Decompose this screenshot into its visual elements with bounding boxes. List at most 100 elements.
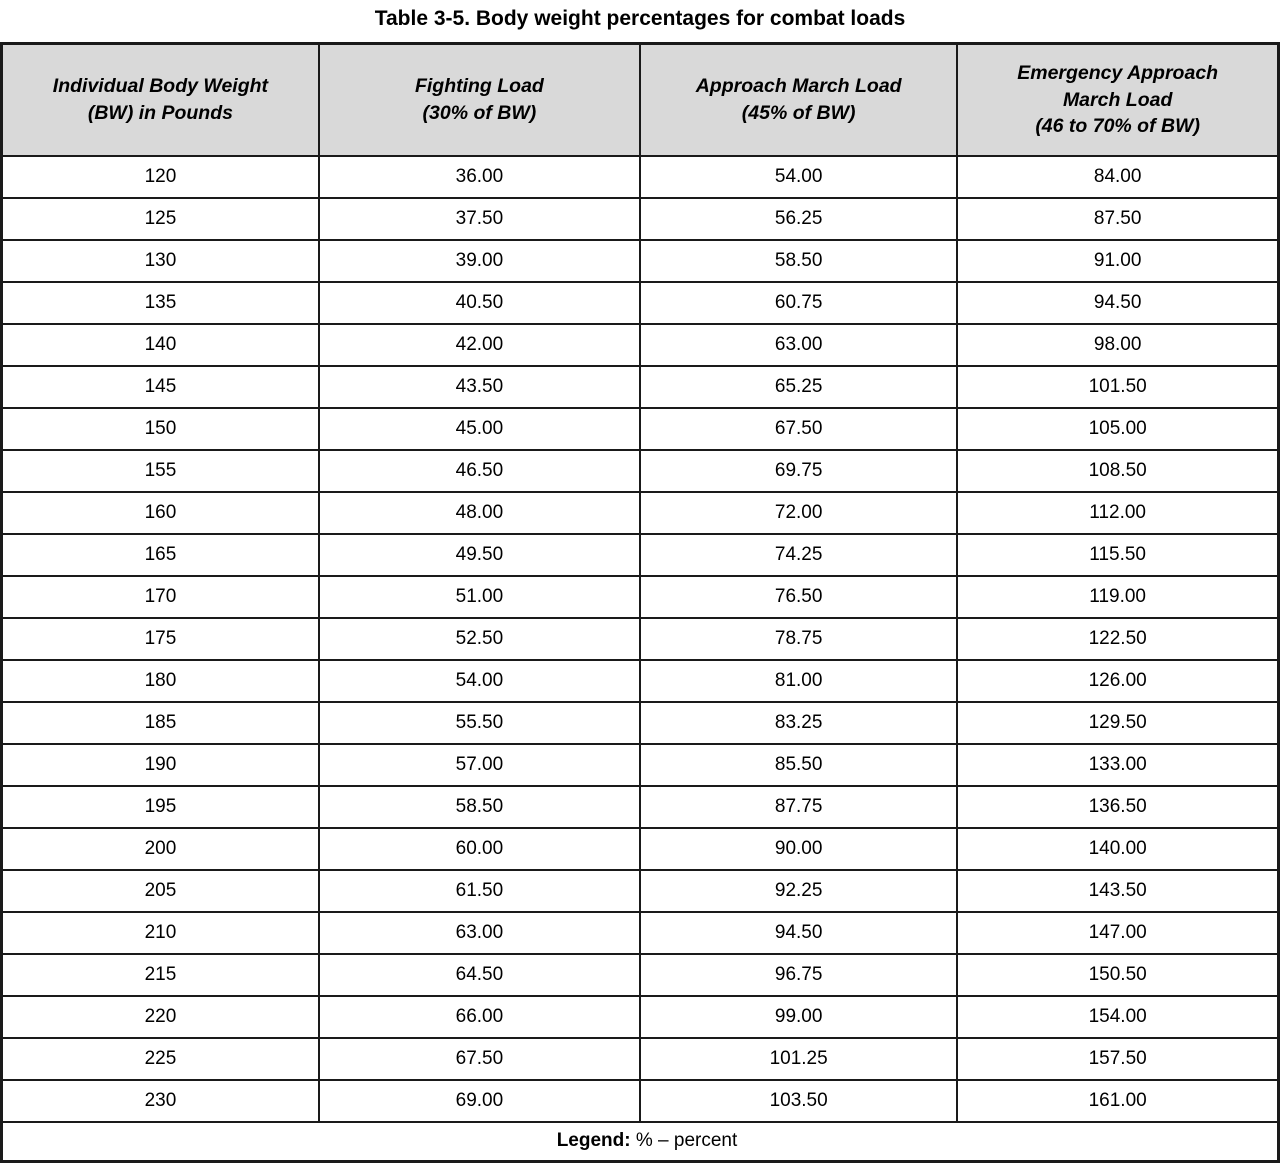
table-cell: 155 bbox=[0, 448, 320, 493]
table-cell: 94.50 bbox=[956, 280, 1280, 325]
legend-text: % – percent bbox=[635, 1130, 738, 1152]
table-cell: 85.50 bbox=[638, 742, 959, 787]
table-cell: 81.00 bbox=[638, 658, 959, 703]
header-emergency-approach-march-load: Emergency Approach March Load (46 to 70%… bbox=[956, 42, 1280, 157]
table-row: 140 42.00 63.00 98.00 bbox=[0, 322, 1280, 367]
table-row: 155 46.50 69.75 108.50 bbox=[0, 448, 1280, 493]
table-title: Table 3-5. Body weight percentages for c… bbox=[374, 7, 906, 30]
table-cell: 130 bbox=[0, 238, 320, 283]
table-cell: 103.50 bbox=[638, 1078, 959, 1123]
table-cell: 45.00 bbox=[317, 406, 641, 451]
table-cell: 190 bbox=[0, 742, 320, 787]
table-cell: 101.50 bbox=[956, 364, 1280, 409]
header-fighting-load: Fighting Load (30% of BW) bbox=[317, 42, 641, 157]
table-cell: 133.00 bbox=[956, 742, 1280, 787]
table-cell: 230 bbox=[0, 1078, 320, 1123]
table-row: 225 67.50 101.25 157.50 bbox=[0, 1036, 1280, 1081]
table-cell: 147.00 bbox=[956, 910, 1280, 955]
table-row: 180 54.00 81.00 126.00 bbox=[0, 658, 1280, 703]
header-body-weight: Individual Body Weight (BW) in Pounds bbox=[0, 42, 320, 157]
table-cell: 54.00 bbox=[317, 658, 641, 703]
legend-cell: Legend: % – percent bbox=[0, 1120, 1280, 1163]
table-cell: 150 bbox=[0, 406, 320, 451]
table-header-row: Individual Body Weight (BW) in Pounds Fi… bbox=[0, 42, 1280, 157]
table-cell: 63.00 bbox=[638, 322, 959, 367]
table-row: 200 60.00 90.00 140.00 bbox=[0, 826, 1280, 871]
table-row: 175 52.50 78.75 122.50 bbox=[0, 616, 1280, 661]
table-cell: 215 bbox=[0, 952, 320, 997]
table-row: 210 63.00 94.50 147.00 bbox=[0, 910, 1280, 955]
table-cell: 145 bbox=[0, 364, 320, 409]
table-cell: 154.00 bbox=[956, 994, 1280, 1039]
table-cell: 195 bbox=[0, 784, 320, 829]
legend-label: Legend: bbox=[556, 1130, 631, 1152]
table-body: 120 36.00 54.00 84.00 125 37.50 56.25 87.50 130 3… bbox=[0, 154, 1280, 1123]
table-row: 130 39.00 58.50 91.00 bbox=[0, 238, 1280, 283]
table-cell: 65.25 bbox=[638, 364, 959, 409]
table-cell: 140 bbox=[0, 322, 320, 367]
table-row: 195 58.50 87.75 136.50 bbox=[0, 784, 1280, 829]
table-cell: 185 bbox=[0, 700, 320, 745]
table-cell: 76.50 bbox=[638, 574, 959, 619]
table-cell: 83.25 bbox=[638, 700, 959, 745]
table-cell: 57.00 bbox=[317, 742, 641, 787]
table-cell: 46.50 bbox=[317, 448, 641, 493]
header-approach-march-load: Approach March Load (45% of BW) bbox=[638, 42, 959, 157]
table-cell: 200 bbox=[0, 826, 320, 871]
table-cell: 55.50 bbox=[317, 700, 641, 745]
table-cell: 67.50 bbox=[638, 406, 959, 451]
table-cell: 60.75 bbox=[638, 280, 959, 325]
table-cell: 115.50 bbox=[956, 532, 1280, 577]
table-cell: 157.50 bbox=[956, 1036, 1280, 1081]
table-cell: 143.50 bbox=[956, 868, 1280, 913]
table-cell: 92.25 bbox=[638, 868, 959, 913]
table-row: 170 51.00 76.50 119.00 bbox=[0, 574, 1280, 619]
table-cell: 84.00 bbox=[956, 154, 1280, 199]
table-cell: 87.50 bbox=[956, 196, 1280, 241]
table-cell: 122.50 bbox=[956, 616, 1280, 661]
table-row: 150 45.00 67.50 105.00 bbox=[0, 406, 1280, 451]
table-cell: 112.00 bbox=[956, 490, 1280, 535]
table-cell: 210 bbox=[0, 910, 320, 955]
table-cell: 48.00 bbox=[317, 490, 641, 535]
table-cell: 74.25 bbox=[638, 532, 959, 577]
table-cell: 87.75 bbox=[638, 784, 959, 829]
table-cell: 37.50 bbox=[317, 196, 641, 241]
table-cell: 180 bbox=[0, 658, 320, 703]
table-cell: 94.50 bbox=[638, 910, 959, 955]
table-cell: 119.00 bbox=[956, 574, 1280, 619]
table-cell: 160 bbox=[0, 490, 320, 535]
table-cell: 58.50 bbox=[317, 784, 641, 829]
table-cell: 225 bbox=[0, 1036, 320, 1081]
table-cell: 39.00 bbox=[317, 238, 641, 283]
table-cell: 56.25 bbox=[638, 196, 959, 241]
table-cell: 101.25 bbox=[638, 1036, 959, 1081]
table-cell: 58.50 bbox=[638, 238, 959, 283]
table-cell: 91.00 bbox=[956, 238, 1280, 283]
table-cell: 120 bbox=[0, 154, 320, 199]
table-row: 220 66.00 99.00 154.00 bbox=[0, 994, 1280, 1039]
table-row: 190 57.00 85.50 133.00 bbox=[0, 742, 1280, 787]
table-cell: 40.50 bbox=[317, 280, 641, 325]
table-cell: 205 bbox=[0, 868, 320, 913]
table-row: 185 55.50 83.25 129.50 bbox=[0, 700, 1280, 745]
table-cell: 36.00 bbox=[317, 154, 641, 199]
table-cell: 52.50 bbox=[317, 616, 641, 661]
table-row: 125 37.50 56.25 87.50 bbox=[0, 196, 1280, 241]
table-cell: 99.00 bbox=[638, 994, 959, 1039]
table-cell: 42.00 bbox=[317, 322, 641, 367]
table-cell: 61.50 bbox=[317, 868, 641, 913]
table-cell: 135 bbox=[0, 280, 320, 325]
table-cell: 150.50 bbox=[956, 952, 1280, 997]
table-cell: 67.50 bbox=[317, 1036, 641, 1081]
combat-load-table: Individual Body Weight (BW) in Pounds Fi… bbox=[0, 42, 1280, 1163]
table-cell: 72.00 bbox=[638, 490, 959, 535]
table-cell: 126.00 bbox=[956, 658, 1280, 703]
legend-row: Legend: % – percent bbox=[0, 1120, 1280, 1163]
table-cell: 125 bbox=[0, 196, 320, 241]
table-cell: 43.50 bbox=[317, 364, 641, 409]
table-cell: 105.00 bbox=[956, 406, 1280, 451]
table-cell: 66.00 bbox=[317, 994, 641, 1039]
table-cell: 175 bbox=[0, 616, 320, 661]
